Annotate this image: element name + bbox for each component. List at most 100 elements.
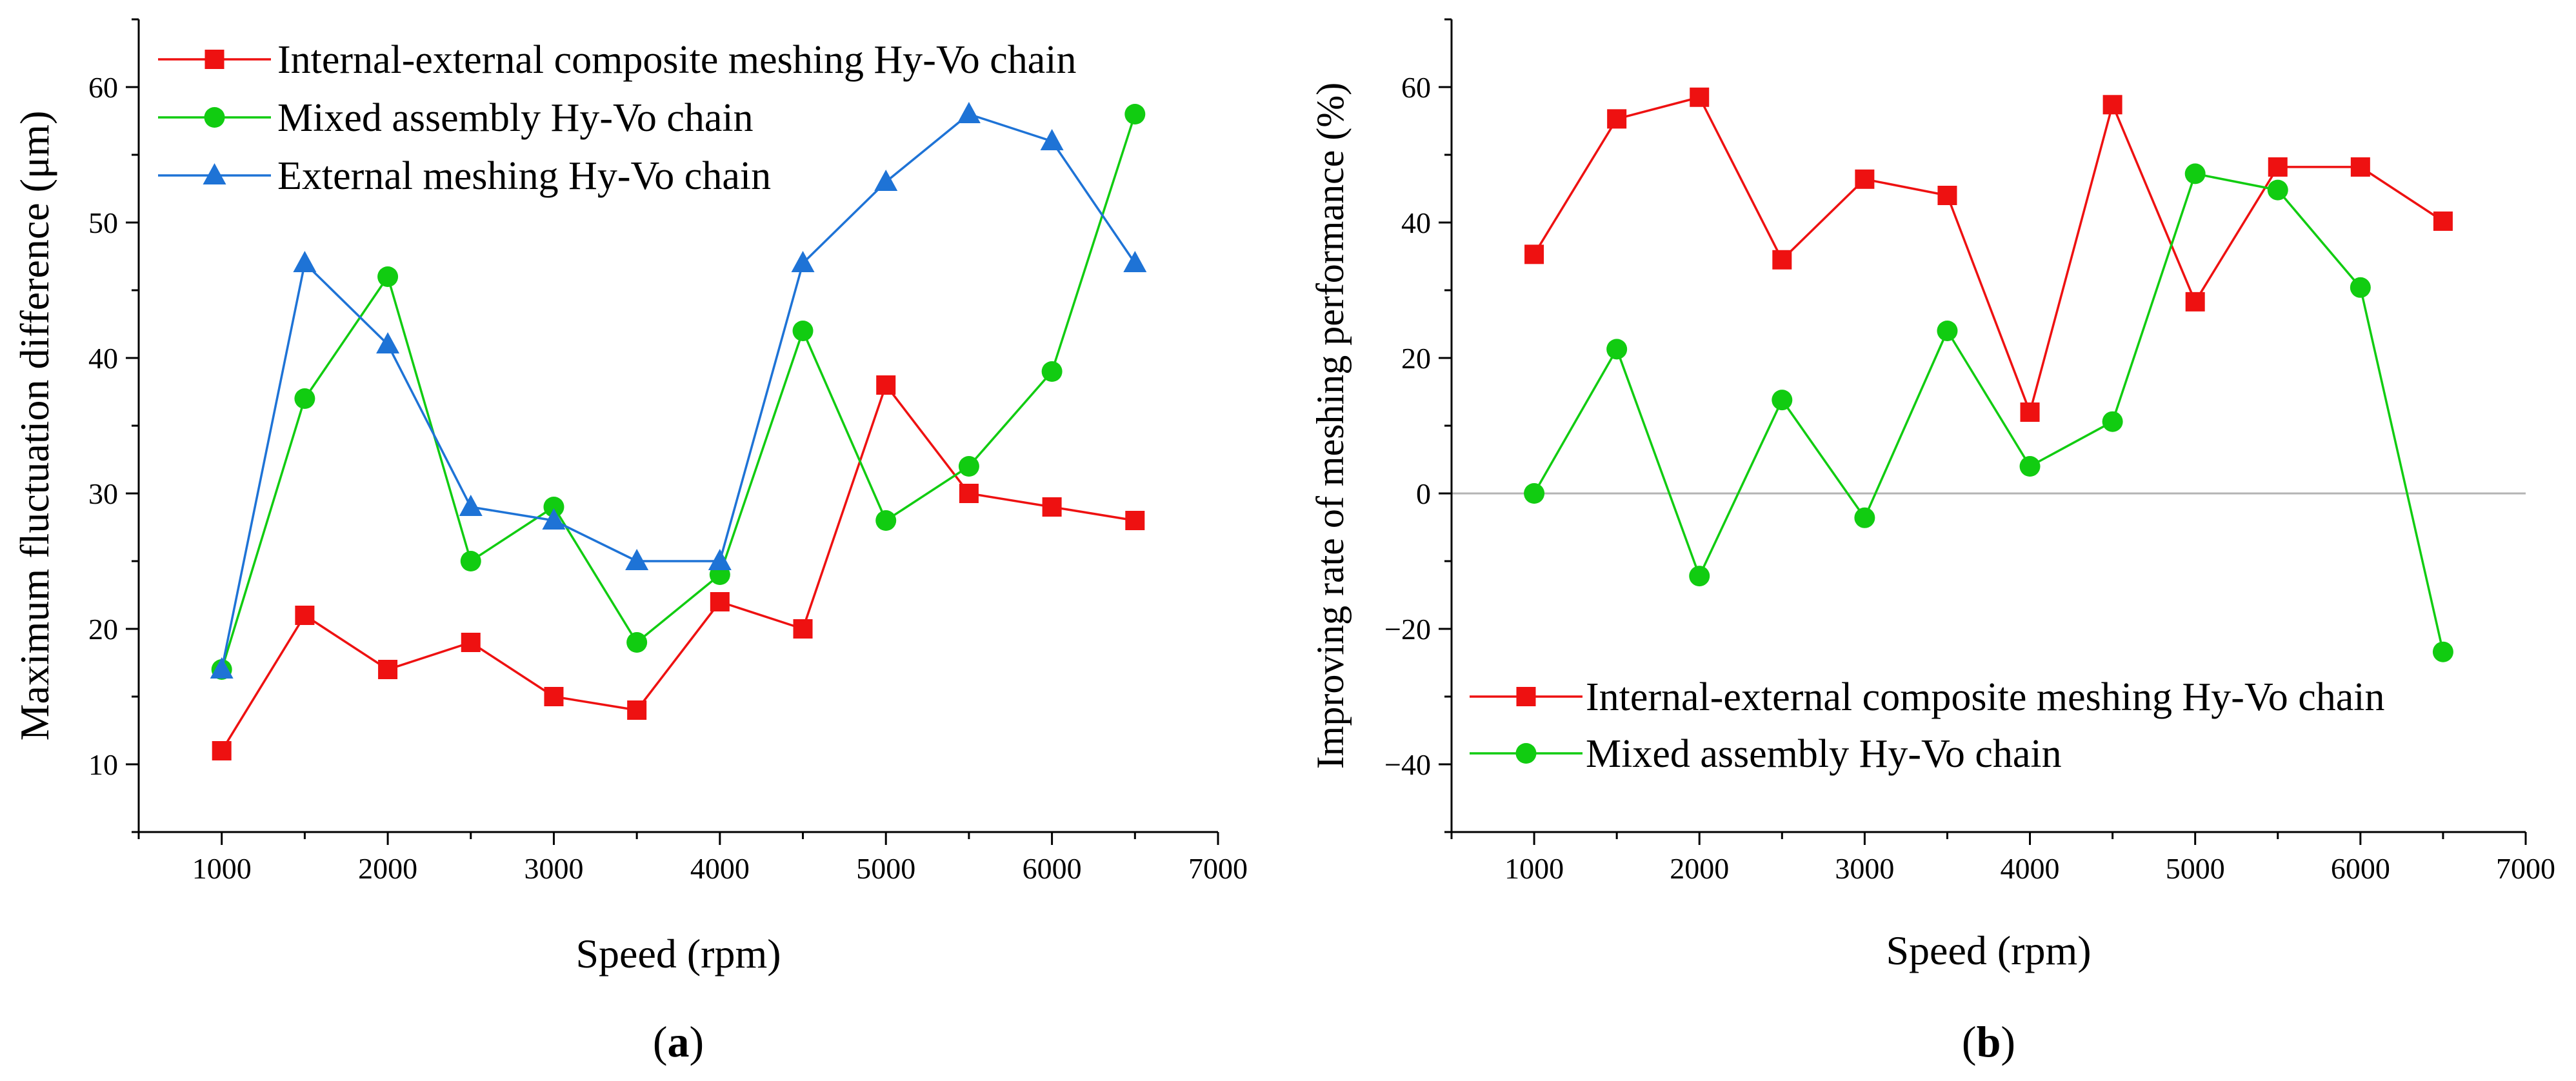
data-point-green xyxy=(1041,361,1063,382)
y-tick-label: 40 xyxy=(88,342,118,375)
legend-marker xyxy=(205,50,225,69)
x-tick-label: 7000 xyxy=(1188,852,1248,885)
data-point-red xyxy=(2185,292,2205,312)
data-point-green xyxy=(1772,390,1793,411)
data-point-blue xyxy=(459,495,483,516)
data-point-green xyxy=(377,266,399,287)
data-point-red xyxy=(1690,87,1710,107)
x-tick-label: 7000 xyxy=(2496,852,2555,885)
data-point-green xyxy=(2019,456,2041,477)
y-tick-label: 50 xyxy=(88,206,118,239)
panel-label-letter: a xyxy=(668,1017,690,1066)
series-line-red xyxy=(221,384,1135,751)
x-tick-label: 1000 xyxy=(1504,852,1564,885)
legend-item: Mixed assembly Hy-Vo chain xyxy=(1470,732,2062,776)
legend-item: External meshing Hy-Vo chain xyxy=(158,154,771,198)
x-tick-label: 4000 xyxy=(2001,852,2060,885)
x-tick-label: 2000 xyxy=(1670,852,1729,885)
y-tick-label: −20 xyxy=(1384,613,1431,646)
data-point-blue xyxy=(625,549,649,570)
legend-marker xyxy=(1515,743,1537,764)
data-point-red xyxy=(1524,244,1544,264)
data-point-green xyxy=(2432,641,2453,662)
data-point-red xyxy=(2433,211,2453,231)
data-point-blue xyxy=(791,251,815,272)
data-point-blue xyxy=(874,170,898,191)
legend: Internal-external composite meshing Hy-V… xyxy=(158,38,1077,198)
x-axis-title: Speed (rpm) xyxy=(1886,927,2091,973)
panel-label-letter: b xyxy=(1977,1017,2001,1066)
y-axis-title: Improving rate of meshing performance (%… xyxy=(1309,83,1352,769)
data-point-blue xyxy=(1040,129,1064,150)
data-point-red xyxy=(2020,402,2040,422)
x-tick-label: 5000 xyxy=(2166,852,2225,885)
panel-label: (a) xyxy=(653,1017,704,1066)
data-point-red xyxy=(2102,95,2122,115)
data-point-red xyxy=(212,741,232,760)
data-point-red xyxy=(378,660,398,679)
data-point-red xyxy=(1772,250,1792,270)
legend-item: Internal-external composite meshing Hy-V… xyxy=(1470,675,2385,719)
series-line-blue xyxy=(220,113,1136,670)
data-point-blue xyxy=(1123,251,1147,272)
x-tick-label: 3000 xyxy=(1835,852,1894,885)
legend-marker xyxy=(204,107,225,128)
data-point-green xyxy=(1937,321,1958,341)
legend-item: Internal-external composite meshing Hy-V… xyxy=(158,38,1077,82)
panel-label-open: ( xyxy=(653,1017,668,1066)
data-point-red xyxy=(2268,157,2288,177)
legend-label: Internal-external composite meshing Hy-V… xyxy=(277,38,1077,82)
series-line-red xyxy=(1533,96,2444,413)
y-axis-title: Maximum fluctuation difference (μm) xyxy=(12,111,57,741)
data-point-red xyxy=(2350,157,2370,177)
y-tick-label: 20 xyxy=(1401,342,1431,375)
x-tick-label: 2000 xyxy=(358,852,417,885)
series-blue xyxy=(210,102,1147,679)
data-point-green xyxy=(1854,507,1875,528)
chart-panel-b: 1000 2000 3000 4000 5000 6000 7000 −40 −20 0 20 40 6… xyxy=(1309,18,2555,1066)
y-tick-label: 30 xyxy=(88,477,118,510)
data-point-red xyxy=(627,700,647,720)
x-tick-label: 6000 xyxy=(2331,852,2390,885)
data-point-blue xyxy=(293,251,317,272)
data-point-green xyxy=(2102,411,2123,432)
x-tick-label: 4000 xyxy=(690,852,750,885)
data-point-red xyxy=(793,619,813,639)
data-point-red xyxy=(1855,169,1875,189)
x-tick-label: 3000 xyxy=(524,852,583,885)
legend-label: External meshing Hy-Vo chain xyxy=(277,154,771,198)
legend: Internal-external composite meshing Hy-V… xyxy=(1470,675,2385,776)
y-tick-label: 60 xyxy=(88,71,118,104)
legend-marker xyxy=(1516,687,1536,706)
panel-label-close: ) xyxy=(690,1017,704,1066)
data-point-green xyxy=(626,632,648,653)
series-line-green xyxy=(1533,172,2444,653)
data-point-blue xyxy=(210,657,234,679)
data-point-red xyxy=(461,633,481,652)
data-point-red xyxy=(710,592,730,611)
data-point-green xyxy=(1606,339,1628,360)
data-point-blue xyxy=(376,332,400,353)
data-point-green xyxy=(2184,163,2206,184)
series-red xyxy=(1524,87,2453,422)
legend-label: Mixed assembly Hy-Vo chain xyxy=(277,96,754,140)
data-point-blue xyxy=(957,102,981,123)
x-tick-label: 1000 xyxy=(192,852,252,885)
chart-panel-a: 1000 2000 3000 4000 5000 6000 7000 10 20 30 40 50 60… xyxy=(12,18,1248,1066)
data-point-green xyxy=(2267,179,2288,201)
data-point-red xyxy=(295,606,315,625)
y-tick-label: 40 xyxy=(1401,206,1431,239)
data-point-green xyxy=(792,321,814,341)
panel-label-open: ( xyxy=(1962,1017,1977,1066)
data-point-green xyxy=(1524,483,1545,504)
x-axis-title: Speed (rpm) xyxy=(575,931,781,977)
legend-label: Mixed assembly Hy-Vo chain xyxy=(1586,732,2062,776)
data-point-green xyxy=(875,510,897,531)
legend-marker xyxy=(203,163,226,184)
panel-label: (b) xyxy=(1962,1017,2015,1066)
data-point-red xyxy=(959,484,979,503)
data-point-red xyxy=(1607,109,1627,129)
data-point-green xyxy=(1689,566,1710,587)
series-red xyxy=(212,375,1145,760)
